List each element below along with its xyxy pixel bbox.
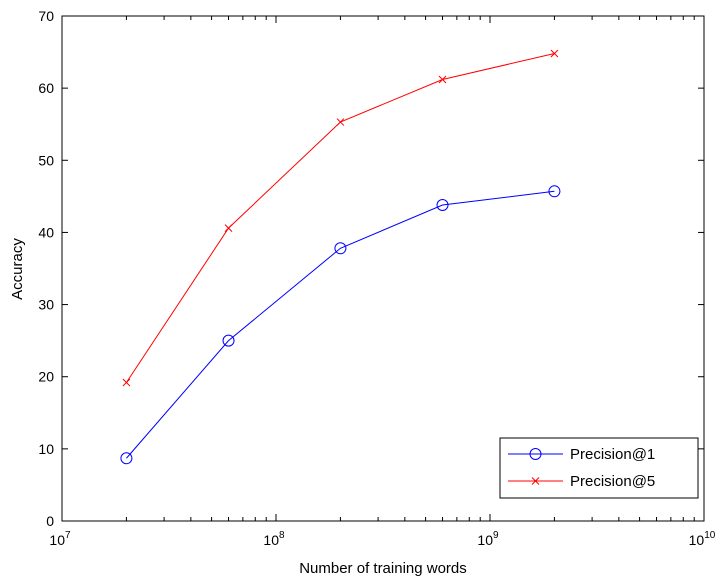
y-tick-label: 20	[38, 369, 54, 385]
x-tick-label: 109	[477, 530, 499, 548]
plot-area: 0 10 20 30 40 50 60 70 107 108 109 1010 Precision@1 P…	[38, 8, 715, 548]
y-axis-label: Accuracy	[9, 238, 26, 300]
data-point	[436, 199, 449, 212]
x-axis-label: Number of training words	[299, 560, 467, 577]
series-line-1	[126, 190, 555, 459]
data-point	[122, 378, 131, 387]
y-tick-label: 40	[38, 224, 54, 240]
series-line-2	[126, 53, 555, 383]
legend-box	[499, 437, 699, 499]
data-point	[222, 334, 235, 347]
y-tick-label: 50	[38, 152, 54, 168]
data-point	[550, 49, 559, 58]
y-tick-label: 60	[38, 80, 54, 96]
data-point	[438, 75, 447, 84]
x-tick-label: 1010	[689, 530, 716, 548]
x-tick-label: 108	[263, 530, 285, 548]
x-tick-label: 107	[49, 530, 71, 548]
data-point	[529, 448, 542, 460]
y-tick-label: 30	[38, 297, 54, 313]
data-point	[336, 118, 345, 126]
axes-box	[61, 15, 705, 522]
data-point	[334, 242, 347, 255]
data-point	[531, 477, 540, 485]
legend-label: Precision@5	[570, 473, 655, 490]
y-tick-label: 10	[38, 441, 54, 457]
legend-label: Precision@1	[570, 446, 655, 463]
y-tick-label: 70	[38, 8, 54, 24]
data-point	[224, 224, 233, 232]
data-point	[548, 185, 561, 198]
data-point	[120, 452, 133, 465]
y-tick-label: 0	[46, 513, 54, 529]
